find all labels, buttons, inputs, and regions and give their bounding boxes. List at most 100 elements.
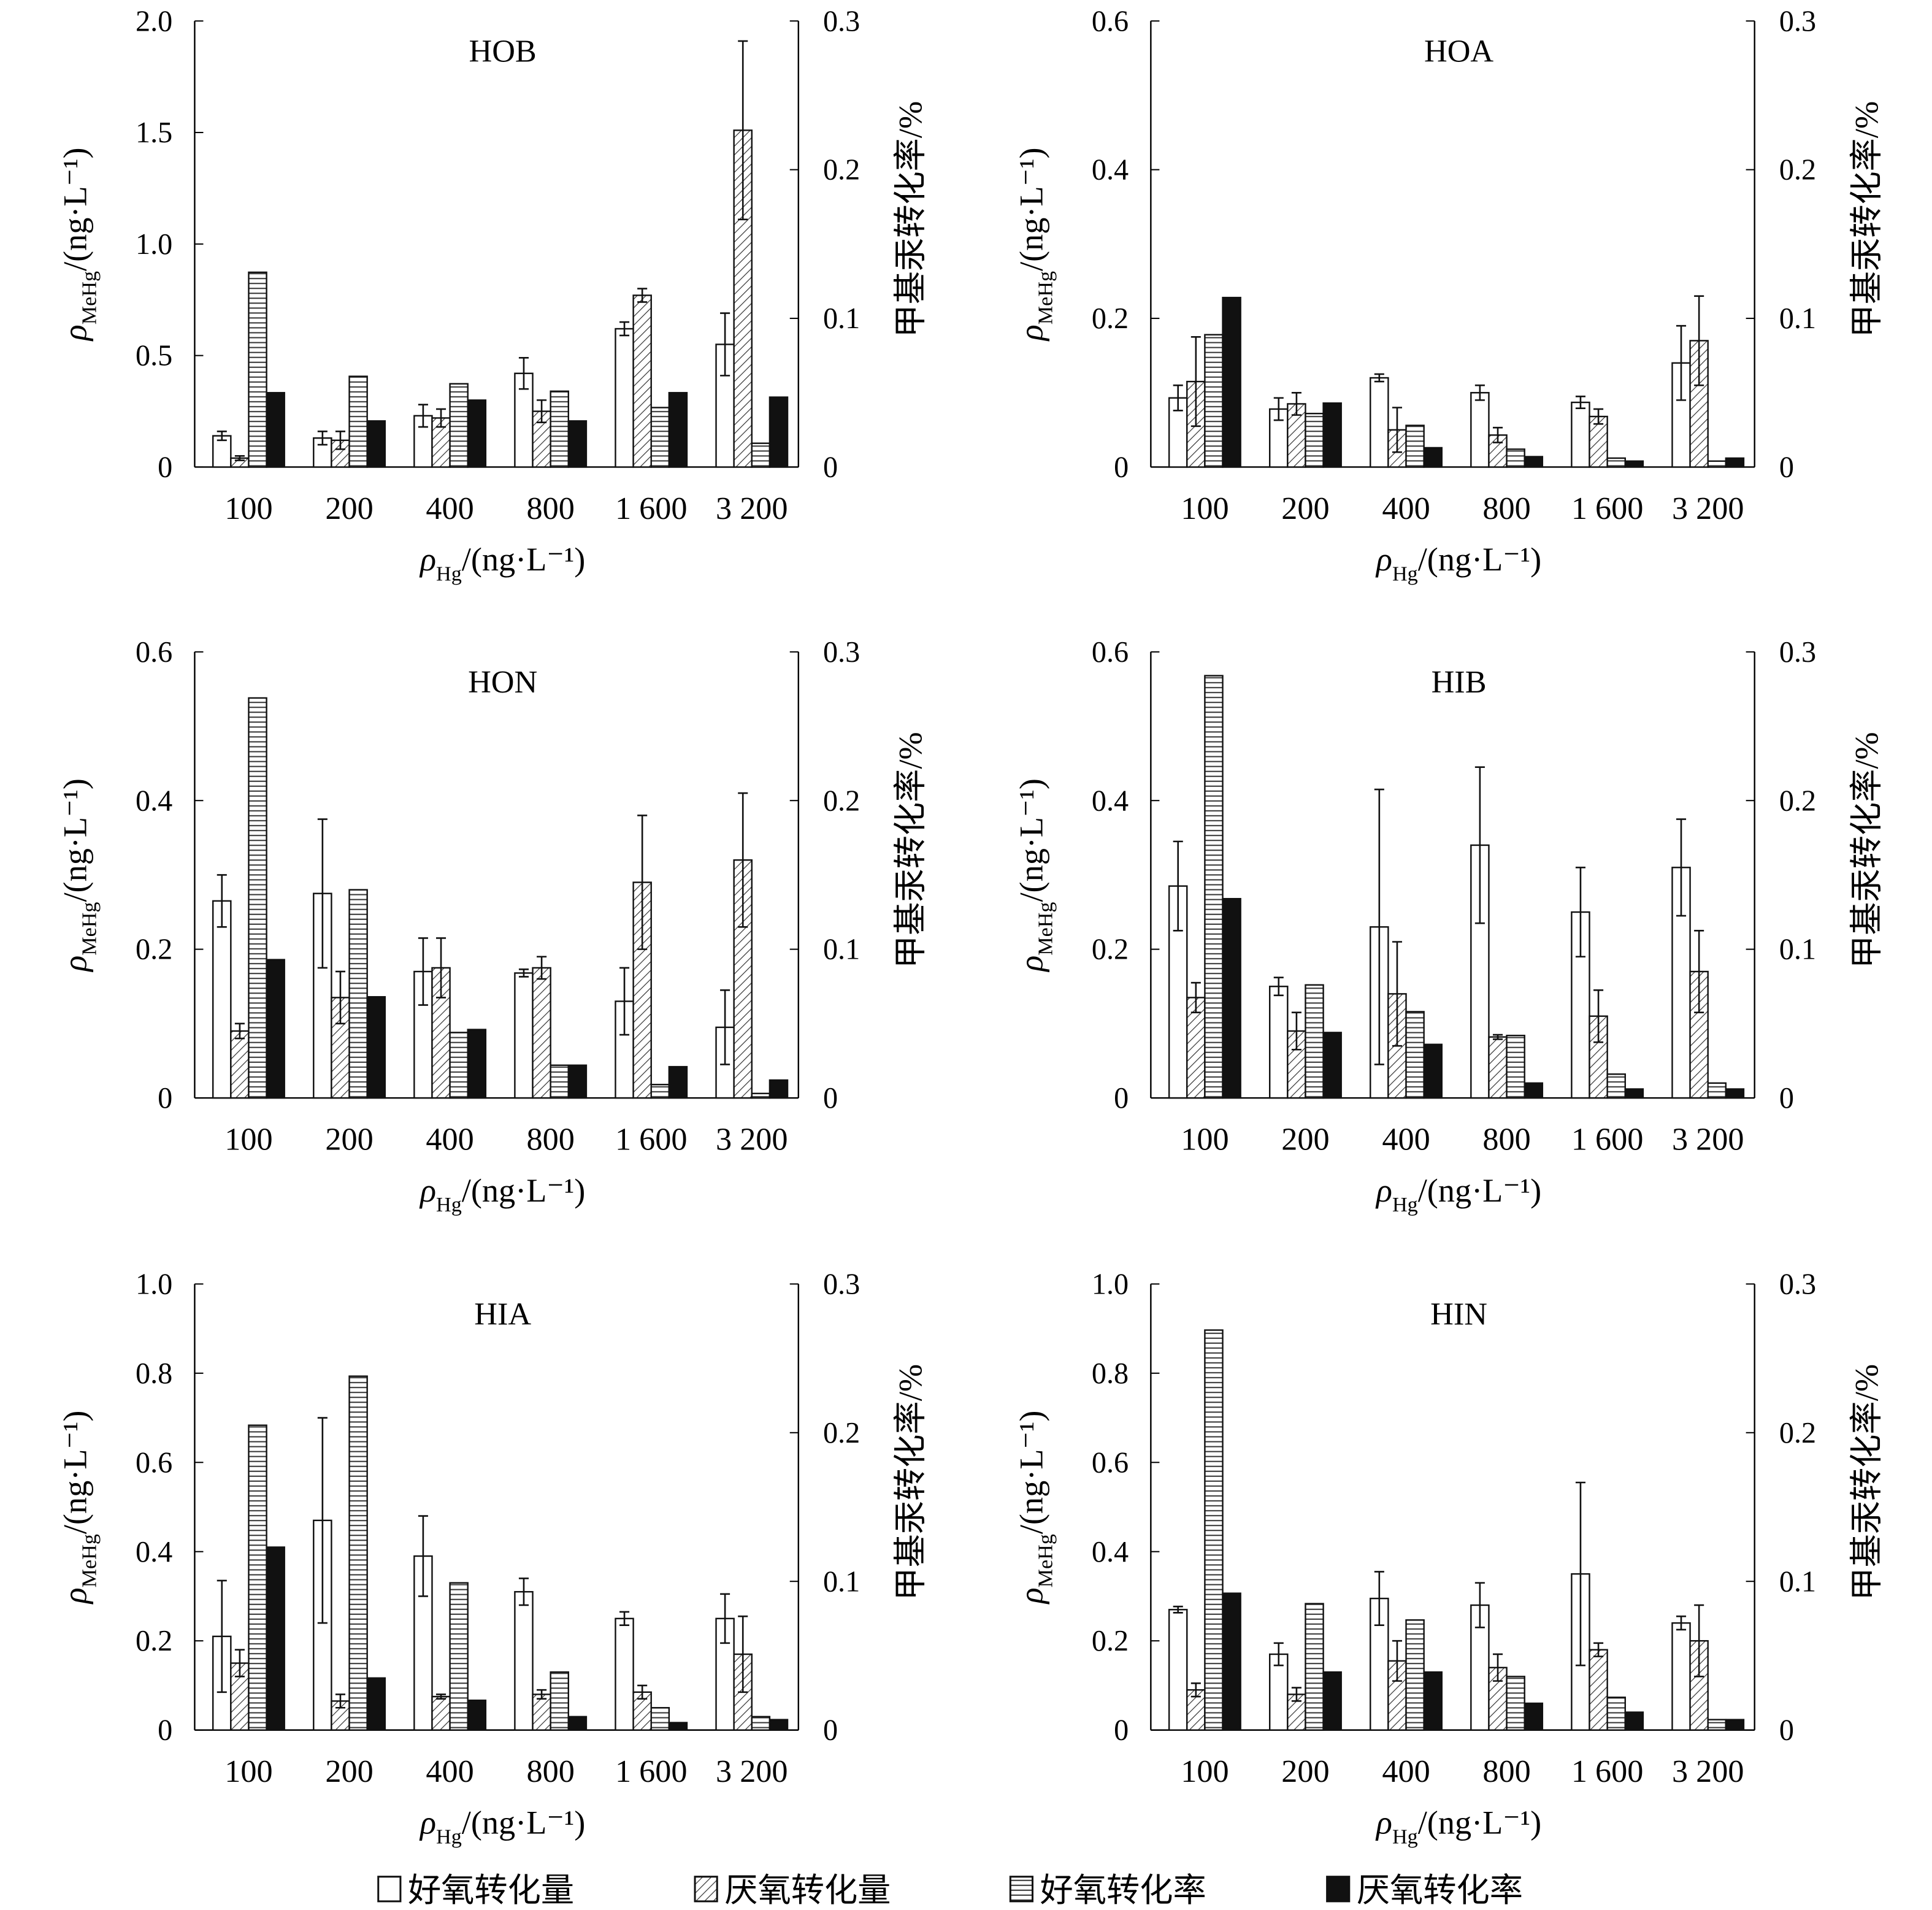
bar-aerobic-rate	[1204, 1329, 1224, 1731]
y-tick-label: 1.0	[1092, 1268, 1129, 1300]
y-axis-label: ρMeHg/(ng·L⁻¹)	[57, 1411, 101, 1605]
bar-anaerobic-rate	[366, 995, 386, 1099]
bar-anaerobic-rate	[366, 420, 386, 468]
bar-aerobic-rate	[1707, 460, 1727, 468]
error-bar	[317, 430, 328, 446]
y-tick-label: 1.5	[136, 117, 172, 149]
bar-aerobic-rate	[1707, 1082, 1727, 1099]
x-tick-label: 1 600	[615, 1121, 688, 1157]
bar-aerobic-amount	[514, 972, 534, 1099]
error-bar	[738, 792, 748, 928]
x-tick-label: 1 600	[615, 1754, 688, 1789]
y2-tick-label: 0.3	[823, 5, 860, 37]
legend-label: 好氧转化量	[408, 1872, 574, 1909]
bar-aerobic-rate	[449, 1032, 469, 1099]
x-axis-label: ρHg/(ng·L⁻¹)	[419, 541, 585, 585]
x-tick-label: 3 200	[716, 1121, 788, 1157]
y2-tick-label: 0	[823, 1714, 838, 1747]
y2-tick-label: 0.2	[823, 1417, 860, 1449]
x-axis-label: ρHg/(ng·L⁻¹)	[419, 1172, 585, 1216]
bar-anaerobic-amount	[431, 1695, 451, 1731]
bar-aerobic-rate	[1506, 1035, 1525, 1099]
bar-aerobic-rate	[1305, 984, 1324, 1099]
bar-aerobic-rate	[1204, 675, 1224, 1099]
error-bar	[537, 1689, 547, 1700]
bar-aerobic-amount	[1370, 377, 1389, 468]
chart-panel-hib: 0 0.2 0.4 0.6 0 0.1 0.2 0.3 HIB 100 200 400 800 1 600…	[1013, 636, 1885, 1216]
error-bar	[1575, 396, 1585, 410]
bar-anaerobic-rate	[567, 420, 588, 468]
error-bar	[1173, 384, 1183, 412]
y2-axis-label: 甲基汞转化率/%	[892, 732, 929, 968]
error-bar	[537, 399, 547, 424]
y-tick-label: 0.2	[136, 1625, 172, 1657]
x-tick-label: 200	[1281, 1121, 1329, 1157]
bar-aerobic-rate	[1606, 457, 1626, 468]
y2-tick-label: 0.1	[1779, 1565, 1816, 1598]
bar-aerobic-amount	[615, 1617, 634, 1731]
error-bar	[435, 937, 447, 999]
error-bar	[1474, 766, 1485, 924]
y-tick-label: 0.2	[1092, 934, 1129, 966]
bar-anaerobic-rate	[1524, 1702, 1544, 1731]
bar-aerobic-rate	[751, 442, 771, 468]
y-tick-label: 0	[158, 1082, 172, 1114]
error-bar	[1593, 408, 1604, 425]
bar-anaerobic-rate	[769, 1079, 789, 1099]
error-bar	[720, 312, 730, 377]
chart-panel-hia: 0 0.2 0.4 0.6 0.8 1.0 0 0.1 0.2 0.3 HIA 100 200 400 80…	[57, 1268, 929, 1848]
error-bar	[1474, 384, 1485, 401]
error-bar	[619, 1611, 630, 1627]
bar-anaerobic-amount	[632, 1691, 652, 1731]
bar-anaerobic-rate	[1222, 296, 1241, 468]
error-bar	[317, 1417, 328, 1624]
error-bar	[1676, 818, 1687, 917]
y2-tick-label: 0.1	[823, 934, 860, 966]
bar-aerobic-rate	[550, 1671, 569, 1731]
error-bar	[637, 1684, 648, 1700]
y-tick-label: 0.8	[1092, 1357, 1129, 1390]
y-axis-label: ρMeHg/(ng·L⁻¹)	[1013, 1411, 1057, 1605]
error-bar	[1392, 1640, 1402, 1682]
y2-tick-label: 0	[1779, 1082, 1794, 1114]
bar-aerobic-rate	[650, 1707, 670, 1731]
error-bar	[335, 1693, 346, 1709]
error-bar	[435, 408, 447, 428]
bar-aerobic-rate	[1204, 334, 1224, 468]
bar-aerobic-amount	[1168, 1609, 1188, 1731]
error-bar	[1173, 1605, 1183, 1614]
x-tick-label: 400	[426, 491, 473, 526]
error-bar	[1392, 407, 1402, 453]
bar-anaerobic-rate	[1222, 1592, 1241, 1731]
panel-title: HIB	[1432, 664, 1487, 700]
bar-aerobic-rate	[1305, 1603, 1324, 1731]
error-bar	[637, 288, 648, 303]
x-tick-label: 1 600	[1571, 1754, 1644, 1789]
bar-anaerobic-rate	[1322, 1671, 1342, 1731]
bar-aerobic-rate	[449, 383, 469, 468]
legend-swatch	[694, 1876, 718, 1903]
bar-aerobic-rate	[1405, 1619, 1425, 1731]
error-bar	[1694, 930, 1704, 1013]
y-tick-label: 0.5	[136, 340, 172, 372]
bar-anaerobic-amount	[1589, 1649, 1608, 1731]
bar-anaerobic-rate	[1322, 402, 1342, 468]
y-tick-label: 0	[1114, 1082, 1129, 1114]
y-tick-label: 1.0	[136, 1268, 172, 1300]
error-bar	[1492, 426, 1503, 443]
error-bar	[1676, 324, 1687, 401]
x-tick-label: 100	[1181, 1754, 1229, 1789]
error-bar	[1291, 1011, 1301, 1051]
bar-aerobic-amount	[1571, 401, 1590, 468]
error-bar	[217, 1579, 227, 1693]
error-bar	[1273, 397, 1284, 421]
error-bar	[1492, 1653, 1503, 1682]
x-tick-label: 100	[1181, 491, 1229, 526]
x-tick-label: 800	[1482, 1121, 1530, 1157]
bar-anaerobic-rate	[366, 1677, 386, 1731]
bar-aerobic-rate	[1606, 1073, 1626, 1099]
panel-title: HOA	[1424, 34, 1493, 69]
chart-panel-hin: 0 0.2 0.4 0.6 0.8 1.0 0 0.1 0.2 0.3 HIN 100 200 400 80…	[1013, 1268, 1885, 1848]
panel-title: HIN	[1430, 1297, 1487, 1332]
bar-anaerobic-rate	[1423, 1043, 1443, 1099]
